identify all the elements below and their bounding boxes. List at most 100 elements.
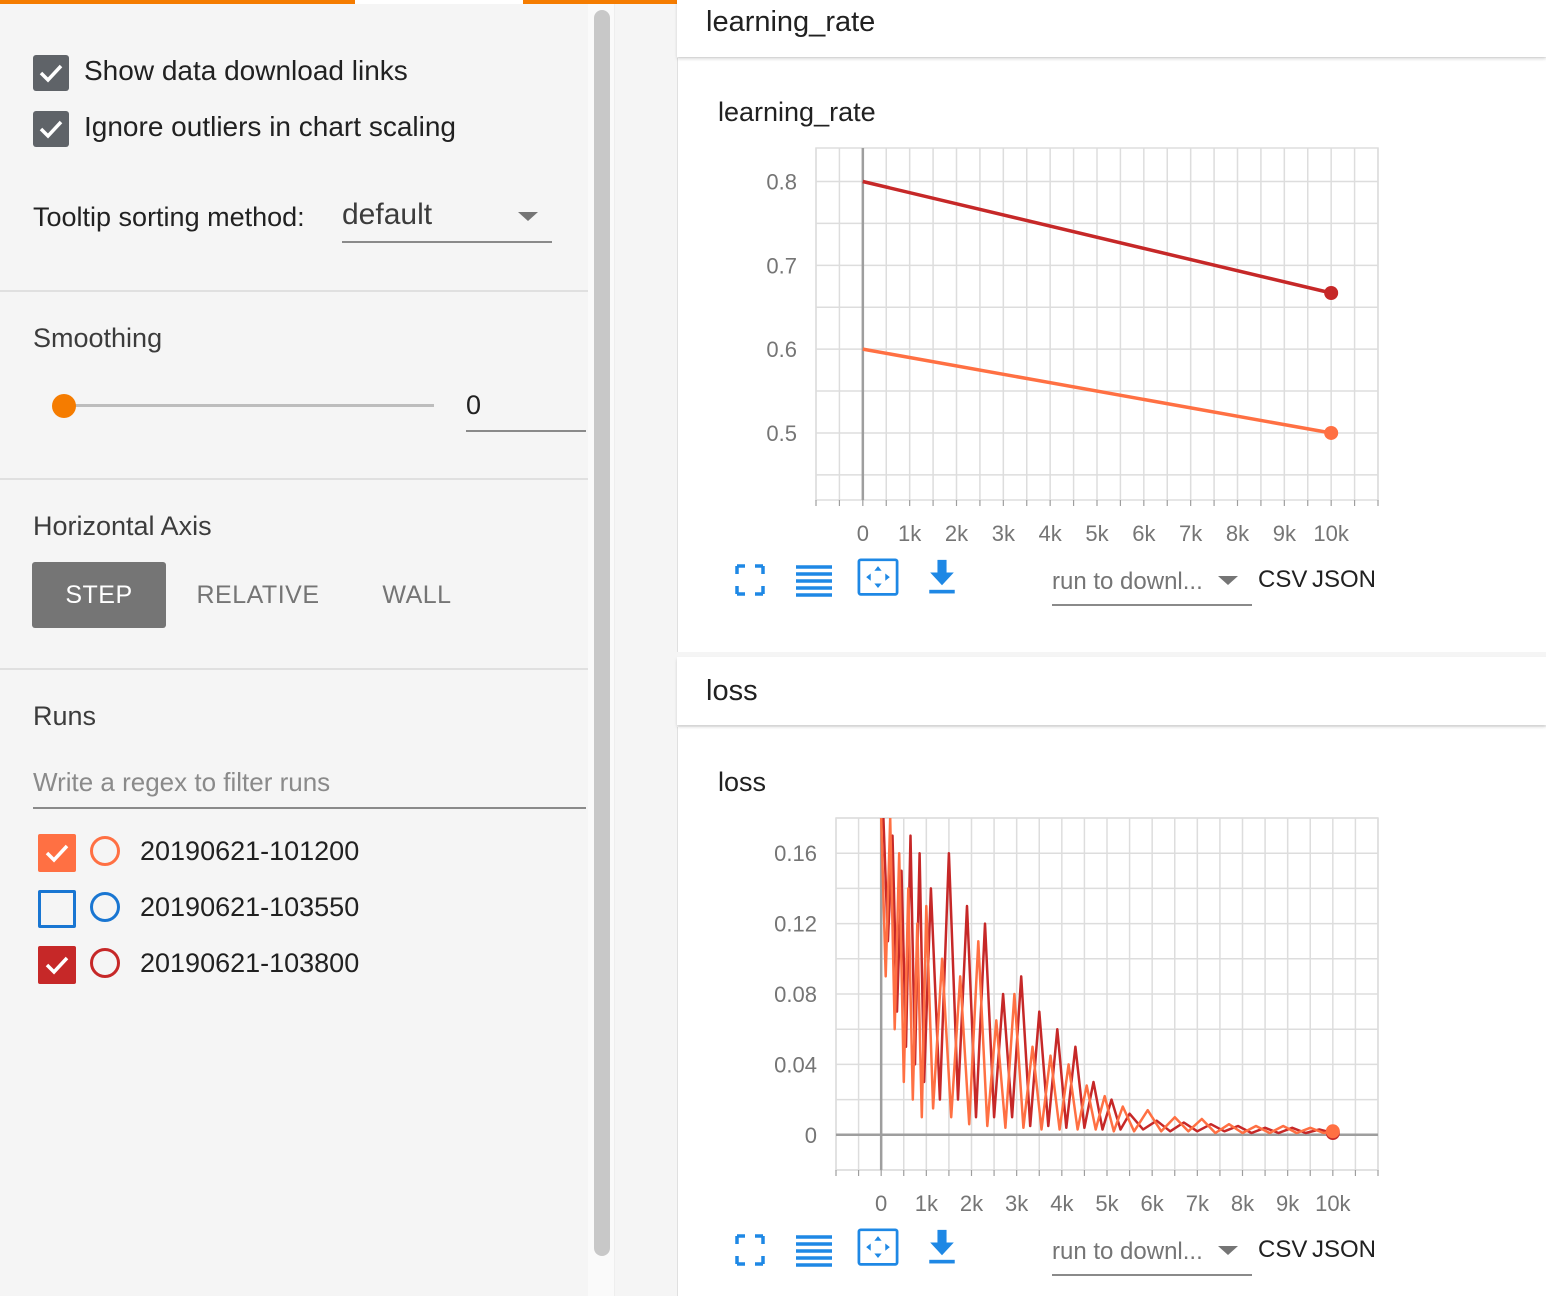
- active-tab-indicator: [355, 0, 523, 4]
- fullscreen-icon[interactable]: [727, 560, 773, 600]
- axis-relative-button[interactable]: RELATIVE: [196, 580, 320, 609]
- sidebar: [0, 4, 589, 1296]
- chart-card-learning-rate: [677, 58, 1546, 652]
- series-end-point: [1325, 1124, 1340, 1139]
- run-color-radio[interactable]: [90, 948, 120, 978]
- run-label: 20190621-103550: [140, 892, 360, 922]
- category-header-learning-rate[interactable]: learning_rate: [677, 0, 1546, 57]
- series-end-point: [1324, 285, 1339, 300]
- sidebar-scrollbar-thumb[interactable]: [594, 10, 610, 1256]
- runs-title: Runs: [33, 701, 97, 731]
- x-tick-label: 10k: [1313, 521, 1349, 546]
- run-download-placeholder: run to downl...: [1052, 568, 1203, 595]
- horizontal-axis-title: Horizontal Axis: [33, 511, 212, 541]
- download-icon[interactable]: [919, 1228, 965, 1268]
- json-download-link[interactable]: JSON: [1312, 566, 1377, 593]
- check-icon: [39, 64, 63, 83]
- run-download-placeholder: run to downl...: [1052, 1238, 1203, 1265]
- run-download-select[interactable]: run to downl...: [1052, 560, 1252, 606]
- smoothing-title: Smoothing: [33, 323, 163, 353]
- fit-domain-icon[interactable]: [855, 558, 901, 598]
- check-icon: [45, 844, 69, 863]
- x-tick-label: 7k: [1186, 1191, 1210, 1216]
- x-tick-label: 9k: [1273, 521, 1297, 546]
- x-tick-label: 8k: [1226, 521, 1250, 546]
- smoothing-value-input[interactable]: 0: [466, 390, 482, 420]
- series-line: [862, 179, 1332, 295]
- run-item[interactable]: 20190621-101200: [38, 834, 578, 874]
- chevron-down-icon: [1218, 1246, 1238, 1255]
- run-download-select[interactable]: run to downl...: [1052, 1230, 1252, 1276]
- chevron-down-icon: [1218, 576, 1238, 585]
- csv-download-link[interactable]: CSV: [1258, 1236, 1308, 1263]
- x-tick-label: 0: [857, 521, 869, 546]
- tooltip-sorting-select[interactable]: default: [342, 198, 433, 231]
- x-tick-label: 3k: [1005, 1191, 1029, 1216]
- x-tick-label: 3k: [992, 521, 1016, 546]
- csv-download-link[interactable]: CSV: [1258, 566, 1308, 593]
- chevron-down-icon[interactable]: [518, 212, 538, 221]
- category-title: learning_rate: [706, 6, 876, 38]
- runs-filter-underline: [33, 807, 586, 809]
- run-label: 20190621-101200: [140, 836, 360, 866]
- x-tick-label: 8k: [1231, 1191, 1255, 1216]
- y-tick-label: 0: [805, 1123, 817, 1148]
- axis-wall-button[interactable]: WALL: [382, 580, 452, 609]
- x-tick-label: 5k: [1085, 521, 1109, 546]
- series-line: [879, 818, 1334, 1135]
- x-tick-label: 9k: [1276, 1191, 1300, 1216]
- ignore-outliers-checkbox[interactable]: [33, 111, 69, 147]
- run-checkbox[interactable]: [38, 946, 76, 984]
- runs-filter-input[interactable]: Write a regex to filter runs: [33, 767, 331, 797]
- smoothing-slider-knob[interactable]: [52, 394, 76, 418]
- x-tick-label: 2k: [945, 521, 969, 546]
- x-tick-label: 4k: [1050, 1191, 1074, 1216]
- chart-card-loss: [677, 727, 1546, 1296]
- run-color-radio[interactable]: [90, 836, 120, 866]
- run-item[interactable]: 20190621-103800: [38, 946, 578, 986]
- section-divider: [0, 668, 588, 670]
- smoothing-input-underline: [466, 430, 586, 432]
- check-icon: [39, 120, 63, 139]
- y-tick-label: 0.12: [774, 912, 817, 937]
- y-tick-label: 0.16: [774, 841, 817, 866]
- show-download-links-checkbox[interactable]: [33, 55, 69, 91]
- category-title: loss: [706, 675, 758, 707]
- section-divider: [0, 290, 588, 292]
- y-tick-label: 0.8: [766, 170, 797, 195]
- run-checkbox[interactable]: [38, 834, 76, 872]
- x-tick-label: 7k: [1179, 521, 1203, 546]
- y-tick-label: 0.6: [766, 337, 797, 362]
- ignore-outliers-label: Ignore outliers in chart scaling: [84, 111, 456, 142]
- chart-title: loss: [718, 767, 767, 797]
- smoothing-slider-track[interactable]: [64, 404, 434, 407]
- x-tick-label: 6k: [1141, 1191, 1165, 1216]
- axis-step-button[interactable]: STEP: [32, 562, 166, 628]
- x-tick-label: 0: [875, 1191, 887, 1216]
- fullscreen-icon[interactable]: [727, 1230, 773, 1270]
- x-tick-label: 1k: [915, 1191, 939, 1216]
- run-label: 20190621-103800: [140, 948, 360, 978]
- run-item[interactable]: 20190621-103550: [38, 890, 578, 930]
- y-tick-label: 0.5: [766, 421, 797, 446]
- json-download-link[interactable]: JSON: [1312, 1236, 1377, 1263]
- chart-title: learning_rate: [718, 97, 876, 127]
- x-tick-label: 4k: [1039, 521, 1063, 546]
- y-tick-label: 0.08: [774, 982, 817, 1007]
- x-tick-label: 6k: [1132, 521, 1156, 546]
- run-checkbox[interactable]: [38, 890, 76, 928]
- download-icon[interactable]: [919, 558, 965, 598]
- log-scale-toggle-icon[interactable]: [791, 1230, 837, 1270]
- x-tick-label: 5k: [1095, 1191, 1119, 1216]
- log-scale-toggle-icon[interactable]: [791, 560, 837, 600]
- y-tick-label: 0.7: [766, 253, 797, 278]
- fit-domain-icon[interactable]: [855, 1228, 901, 1268]
- run-color-radio[interactable]: [90, 892, 120, 922]
- tooltip-sorting-label: Tooltip sorting method:: [33, 202, 305, 232]
- y-tick-label: 0.04: [774, 1052, 817, 1077]
- check-icon: [45, 956, 69, 975]
- select-underline: [1052, 1274, 1252, 1276]
- category-header-loss[interactable]: loss: [677, 657, 1546, 725]
